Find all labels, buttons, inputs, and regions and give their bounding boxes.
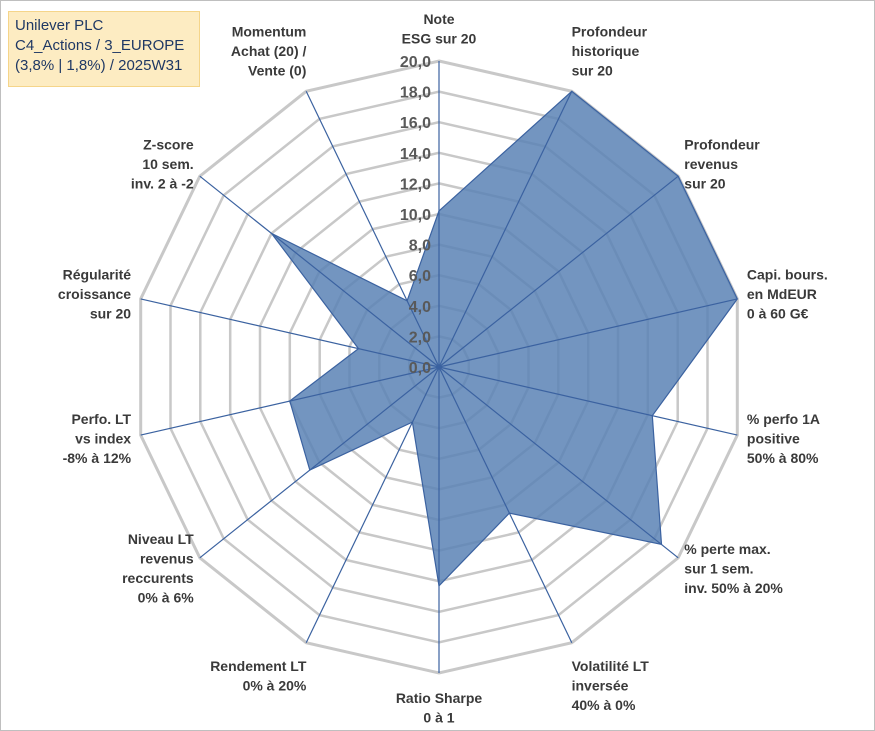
axis-spoke bbox=[305, 366, 440, 643]
axis-label-line: Régularité bbox=[63, 267, 132, 283]
axis-label-line: 10 sem. bbox=[142, 156, 193, 172]
axis-label-line: positive bbox=[747, 430, 800, 446]
tick-label: 8,0 bbox=[409, 238, 431, 255]
axis-spoke bbox=[438, 298, 738, 368]
axis-spoke bbox=[438, 366, 738, 436]
axis-spoke bbox=[199, 366, 440, 559]
axis-label-line: Rendement LT bbox=[210, 658, 307, 674]
axis-spoke bbox=[438, 175, 679, 368]
axis-label-line: 0 à 1 bbox=[423, 710, 454, 726]
axis-label-line: inv. 2 à -2 bbox=[131, 176, 194, 192]
axis-label-line: sur 1 sem. bbox=[684, 560, 753, 576]
title-line-category: C4_Actions / 3_EUROPE bbox=[15, 37, 185, 54]
axis-label-line: % perte max. bbox=[684, 541, 770, 557]
axis-label-line: Note bbox=[423, 11, 454, 27]
axis-label: Volatilité LT inversée 40% à 0% bbox=[572, 658, 650, 713]
axis-label-line: 0% à 6% bbox=[138, 590, 195, 606]
axis-label-line: Niveau LT bbox=[128, 531, 194, 547]
tick-label: 16,0 bbox=[400, 115, 431, 132]
axis-label-line: 50% à 80% bbox=[747, 450, 819, 466]
axis-label-line: Perfo. LT bbox=[71, 411, 131, 427]
axis-label-line: revenus bbox=[140, 551, 194, 567]
axis-label-line: % perfo 1A bbox=[747, 411, 820, 427]
axis-label: Perfo. LT vs index -8% à 12% bbox=[63, 411, 132, 466]
axis-label: Niveau LT revenus reccurents 0% à 6% bbox=[122, 531, 194, 606]
chart-title: Unilever PLC C4_Actions / 3_EUROPE (3,8%… bbox=[8, 11, 200, 87]
axis-label: % perfo 1A positive 50% à 80% bbox=[747, 411, 820, 466]
axis-label-line: Vente (0) bbox=[248, 63, 306, 79]
axis-label: Ratio Sharpe 0 à 1 bbox=[396, 690, 483, 726]
axis-label: Note ESG sur 20 bbox=[402, 11, 477, 47]
axis-spoke bbox=[438, 91, 573, 368]
axis-label-line: Ratio Sharpe bbox=[396, 690, 483, 706]
axis-label-line: Momentum bbox=[232, 24, 307, 40]
tick-label: 0,0 bbox=[409, 360, 431, 377]
axis-spoke bbox=[199, 175, 440, 368]
axis-label-line: historique bbox=[572, 43, 640, 59]
tick-label: 20,0 bbox=[400, 54, 431, 71]
axis-label-line: sur 20 bbox=[572, 63, 613, 79]
tick-label: 18,0 bbox=[400, 85, 431, 102]
axis-label-line: sur 20 bbox=[684, 176, 725, 192]
axis-label-line: 0 à 60 G€ bbox=[747, 306, 809, 322]
axis-label-line: inv. 50% à 20% bbox=[684, 580, 783, 596]
axis-spoke bbox=[140, 366, 440, 436]
axis-label: Profondeur historique sur 20 bbox=[572, 24, 648, 79]
axis-spoke bbox=[140, 298, 440, 368]
axis-label-line: reccurents bbox=[122, 570, 194, 586]
axis-label-line: croissance bbox=[58, 286, 131, 302]
tick-label: 10,0 bbox=[400, 207, 431, 224]
tick-label: 6,0 bbox=[409, 268, 431, 285]
tick-label: 14,0 bbox=[400, 146, 431, 163]
axis-spoke bbox=[438, 366, 679, 559]
radar-tick-labels: 0,0 2,0 4,0 6,0 8,0 10,0 12,0 14,0 16,0 18,0 20,0 bbox=[400, 54, 431, 377]
title-line-company: Unilever PLC bbox=[15, 17, 104, 34]
axis-spoke bbox=[305, 91, 440, 368]
axis-label-line: Profondeur bbox=[572, 24, 648, 40]
axis-label-line: revenus bbox=[684, 156, 738, 172]
axis-label: Capi. bours. en MdEUR 0 à 60 G€ bbox=[747, 267, 828, 322]
radar-axis-labels: Note ESG sur 20 Profondeur historique sur 20… bbox=[58, 11, 828, 726]
radar-spokes bbox=[140, 61, 738, 673]
tick-label: 4,0 bbox=[409, 299, 431, 316]
axis-label-line: en MdEUR bbox=[747, 286, 817, 302]
axis-label-line: Capi. bours. bbox=[747, 267, 828, 283]
axis-label-line: vs index bbox=[75, 430, 131, 446]
axis-label-line: 40% à 0% bbox=[572, 697, 636, 713]
axis-label-line: 0% à 20% bbox=[243, 677, 307, 693]
axis-label: Rendement LT 0% à 20% bbox=[210, 658, 307, 694]
axis-label-line: Z-score bbox=[143, 137, 194, 153]
axis-label-line: Achat (20) / bbox=[231, 43, 307, 59]
tick-label: 12,0 bbox=[400, 176, 431, 193]
axis-label-line: sur 20 bbox=[90, 306, 131, 322]
axis-label-line: Profondeur bbox=[684, 137, 760, 153]
axis-label: Régularité croissance sur 20 bbox=[58, 267, 131, 322]
axis-label-line: ESG sur 20 bbox=[402, 31, 477, 47]
axis-label: Z-score 10 sem. inv. 2 à -2 bbox=[131, 137, 194, 192]
axis-label-line: -8% à 12% bbox=[63, 450, 132, 466]
tick-label: 2,0 bbox=[409, 329, 431, 346]
title-line-stats: (3,8% | 1,8%) / 2025W31 bbox=[15, 57, 183, 74]
axis-label: Profondeur revenus sur 20 bbox=[684, 137, 760, 192]
axis-label: % perte max. sur 1 sem. inv. 50% à 20% bbox=[684, 541, 783, 596]
axis-label-line: Volatilité LT bbox=[572, 658, 650, 674]
axis-label-line: inversée bbox=[572, 677, 629, 693]
axis-spoke bbox=[438, 366, 573, 643]
axis-label: Momentum Achat (20) / Vente (0) bbox=[231, 24, 307, 79]
